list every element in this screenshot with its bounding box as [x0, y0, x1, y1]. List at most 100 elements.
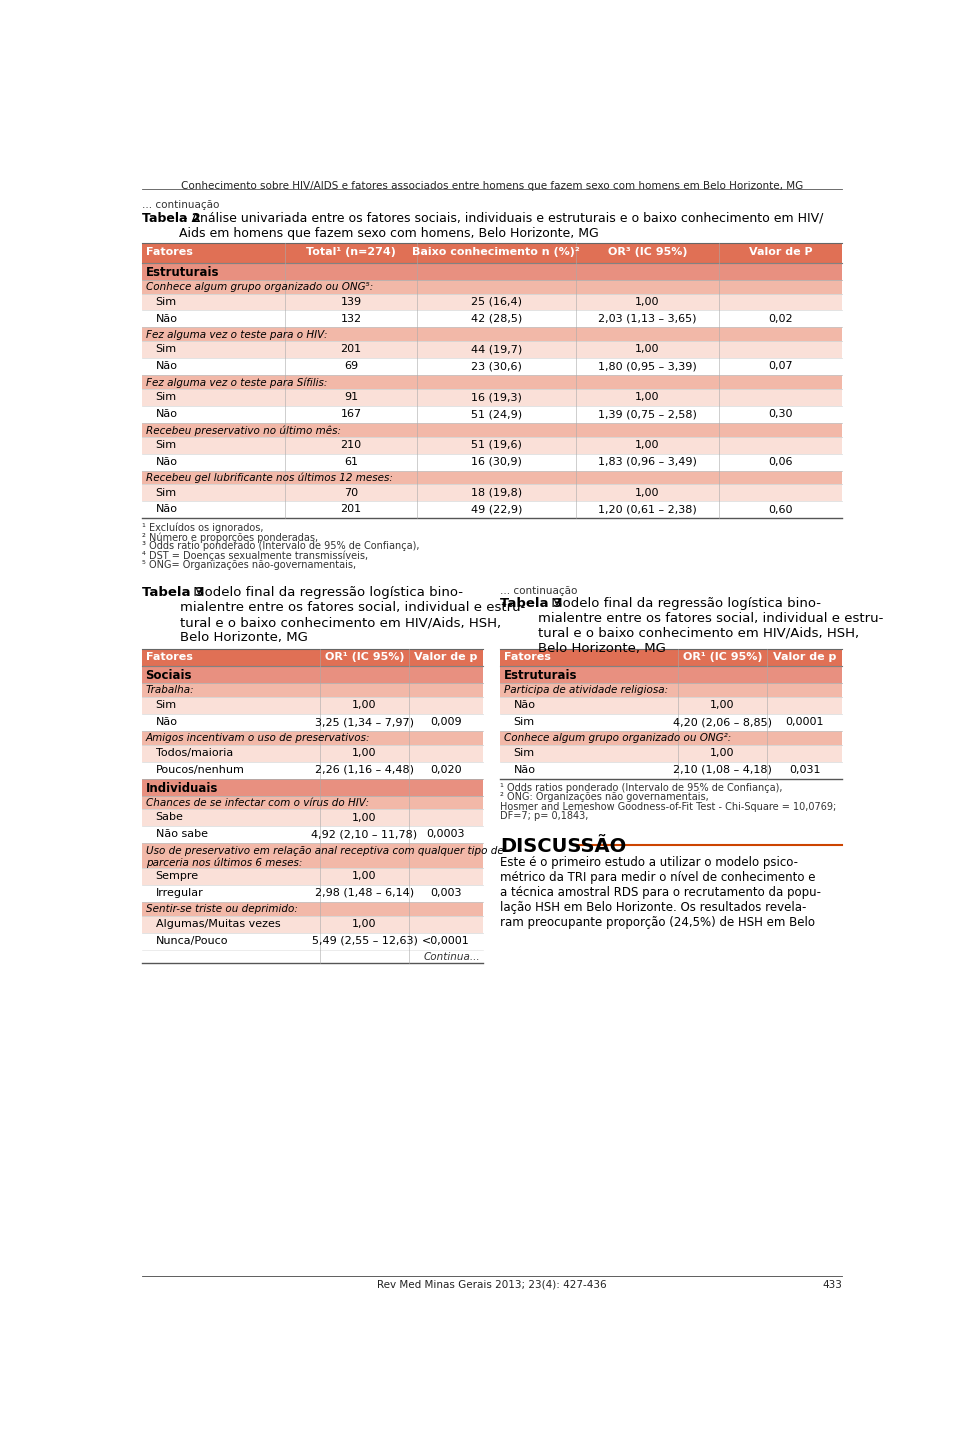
Bar — [142, 796, 483, 809]
Bar — [678, 649, 767, 666]
Bar — [142, 293, 842, 311]
Text: 0,020: 0,020 — [430, 764, 462, 775]
Text: 1,00: 1,00 — [636, 344, 660, 354]
Text: ⁴ DST = Doenças sexualmente transmissíveis,: ⁴ DST = Doenças sexualmente transmissíve… — [142, 551, 368, 561]
Text: Uso de preservativo em relação anal receptiva com qualquer tipo de
parceria nos : Uso de preservativo em relação anal rece… — [146, 845, 503, 868]
Text: Tabela 2: Tabela 2 — [142, 212, 201, 225]
Text: Não: Não — [156, 717, 178, 727]
Text: Não sabe: Não sabe — [156, 829, 207, 840]
Text: 0,60: 0,60 — [768, 504, 793, 514]
Text: ... continuação: ... continuação — [500, 587, 577, 597]
Text: OR¹ (IC 95%): OR¹ (IC 95%) — [683, 652, 762, 662]
Text: Nunca/Pouco: Nunca/Pouco — [156, 936, 228, 945]
Text: 1,00: 1,00 — [352, 749, 376, 757]
Bar — [142, 341, 842, 358]
Bar — [500, 696, 842, 714]
Text: Sim: Sim — [514, 717, 535, 727]
Text: 139: 139 — [341, 296, 362, 306]
Text: Sim: Sim — [156, 344, 177, 354]
Text: Não: Não — [156, 504, 178, 514]
Bar — [142, 243, 285, 263]
Text: 23 (30,6): 23 (30,6) — [470, 361, 521, 371]
Text: ² Número e proporções ponderadas,: ² Número e proporções ponderadas, — [142, 532, 318, 543]
Text: 201: 201 — [341, 344, 362, 354]
Text: ³ Odds ratio ponderado (Intervalo de 95% de Confiança),: ³ Odds ratio ponderado (Intervalo de 95%… — [142, 542, 420, 552]
Bar — [142, 406, 842, 423]
Text: 44 (19,7): 44 (19,7) — [470, 344, 522, 354]
Text: 1,00: 1,00 — [352, 699, 376, 709]
Text: Sim: Sim — [156, 392, 177, 402]
Text: 1,00: 1,00 — [352, 812, 376, 822]
Bar — [500, 666, 842, 683]
Text: 1,39 (0,75 – 2,58): 1,39 (0,75 – 2,58) — [598, 409, 697, 419]
Text: 49 (22,9): 49 (22,9) — [470, 504, 522, 514]
Text: 167: 167 — [341, 409, 362, 419]
Text: Total¹ (n=274): Total¹ (n=274) — [306, 247, 396, 257]
Text: Estruturais: Estruturais — [146, 266, 220, 279]
Text: Sociais: Sociais — [146, 669, 192, 682]
Text: Valor de P: Valor de P — [749, 247, 812, 257]
Text: 42 (28,5): 42 (28,5) — [470, 314, 522, 324]
Text: OR¹ (IC 95%): OR¹ (IC 95%) — [324, 652, 404, 662]
Text: 1,20 (0,61 – 2,38): 1,20 (0,61 – 2,38) — [598, 504, 697, 514]
Text: 1,00: 1,00 — [636, 392, 660, 402]
Bar — [142, 328, 842, 341]
Bar — [142, 884, 483, 902]
Text: 16 (19,3): 16 (19,3) — [470, 392, 521, 402]
Text: 0,06: 0,06 — [768, 457, 793, 467]
Text: 2,98 (1,48 – 6,14): 2,98 (1,48 – 6,14) — [315, 889, 414, 897]
Bar — [142, 376, 842, 389]
Bar — [142, 484, 842, 501]
Text: Participa de atividade religiosa:: Participa de atividade religiosa: — [504, 685, 668, 695]
Text: 1,00: 1,00 — [352, 871, 376, 881]
Text: Sempre: Sempre — [156, 871, 199, 881]
Text: Rev Med Minas Gerais 2013; 23(4): 427-436: Rev Med Minas Gerais 2013; 23(4): 427-43… — [377, 1280, 607, 1290]
Text: 51 (24,9): 51 (24,9) — [470, 409, 522, 419]
Text: 25 (16,4): 25 (16,4) — [470, 296, 522, 306]
Text: Individuais: Individuais — [146, 782, 218, 795]
Text: - Modelo final da regressão logística bino-
mialentre entre os fatores social, i: - Modelo final da regressão logística bi… — [539, 597, 884, 655]
Text: ² ONG: Organizações não governamentais,: ² ONG: Organizações não governamentais, — [500, 792, 708, 802]
Text: Fez alguma vez o teste para Sífilis:: Fez alguma vez o teste para Sífilis: — [146, 377, 327, 387]
Bar — [142, 436, 842, 454]
Text: <0,0001: <0,0001 — [422, 936, 469, 945]
Text: Todos/maioria: Todos/maioria — [156, 749, 233, 757]
Text: Algumas/Muitas vezes: Algumas/Muitas vezes — [156, 919, 280, 929]
Text: 201: 201 — [341, 504, 362, 514]
Text: Tabela 3: Tabela 3 — [142, 587, 204, 600]
Text: Tabela 3: Tabela 3 — [500, 597, 563, 610]
Text: Fatores: Fatores — [146, 652, 192, 662]
Text: 132: 132 — [341, 314, 362, 324]
Text: 210: 210 — [341, 439, 362, 449]
Text: Baixo conhecimento n (%)²: Baixo conhecimento n (%)² — [413, 247, 580, 257]
Text: Não: Não — [514, 764, 536, 775]
Text: 2,26 (1,16 – 4,48): 2,26 (1,16 – 4,48) — [315, 764, 414, 775]
Text: Trabalha:: Trabalha: — [146, 685, 194, 695]
Text: Não: Não — [514, 699, 536, 709]
Text: OR³ (IC 95%): OR³ (IC 95%) — [608, 247, 687, 257]
Text: 433: 433 — [823, 1280, 842, 1290]
Bar — [142, 263, 842, 280]
Text: 4,20 (2,06 – 8,85): 4,20 (2,06 – 8,85) — [673, 717, 772, 727]
Text: Amigos incentivam o uso de preservativos:: Amigos incentivam o uso de preservativos… — [146, 733, 370, 743]
Text: ... continuação: ... continuação — [142, 201, 219, 211]
Bar — [142, 809, 483, 827]
Bar — [142, 762, 483, 779]
Bar — [142, 827, 483, 844]
Text: 4,92 (2,10 – 11,78): 4,92 (2,10 – 11,78) — [311, 829, 418, 840]
Bar — [500, 683, 842, 696]
Bar — [767, 649, 842, 666]
Bar — [500, 762, 842, 779]
Text: Conhece algum grupo organizado ou ONG²:: Conhece algum grupo organizado ou ONG²: — [504, 733, 731, 743]
Bar — [142, 280, 842, 293]
Text: - Modelo final da regressão logística bino-
mialentre entre os fatores social, i: - Modelo final da regressão logística bi… — [180, 587, 526, 644]
Text: Conhecimento sobre HIV/AIDS e fatores associados entre homens que fazem sexo com: Conhecimento sobre HIV/AIDS e fatores as… — [180, 181, 804, 191]
Bar — [142, 358, 842, 376]
Text: Não: Não — [156, 457, 178, 467]
Text: 1,83 (0,96 – 3,49): 1,83 (0,96 – 3,49) — [598, 457, 697, 467]
Bar — [409, 649, 483, 666]
Bar — [142, 311, 842, 328]
Bar — [500, 649, 678, 666]
Text: 0,0003: 0,0003 — [426, 829, 466, 840]
Text: Fez alguma vez o teste para o HIV:: Fez alguma vez o teste para o HIV: — [146, 329, 328, 340]
